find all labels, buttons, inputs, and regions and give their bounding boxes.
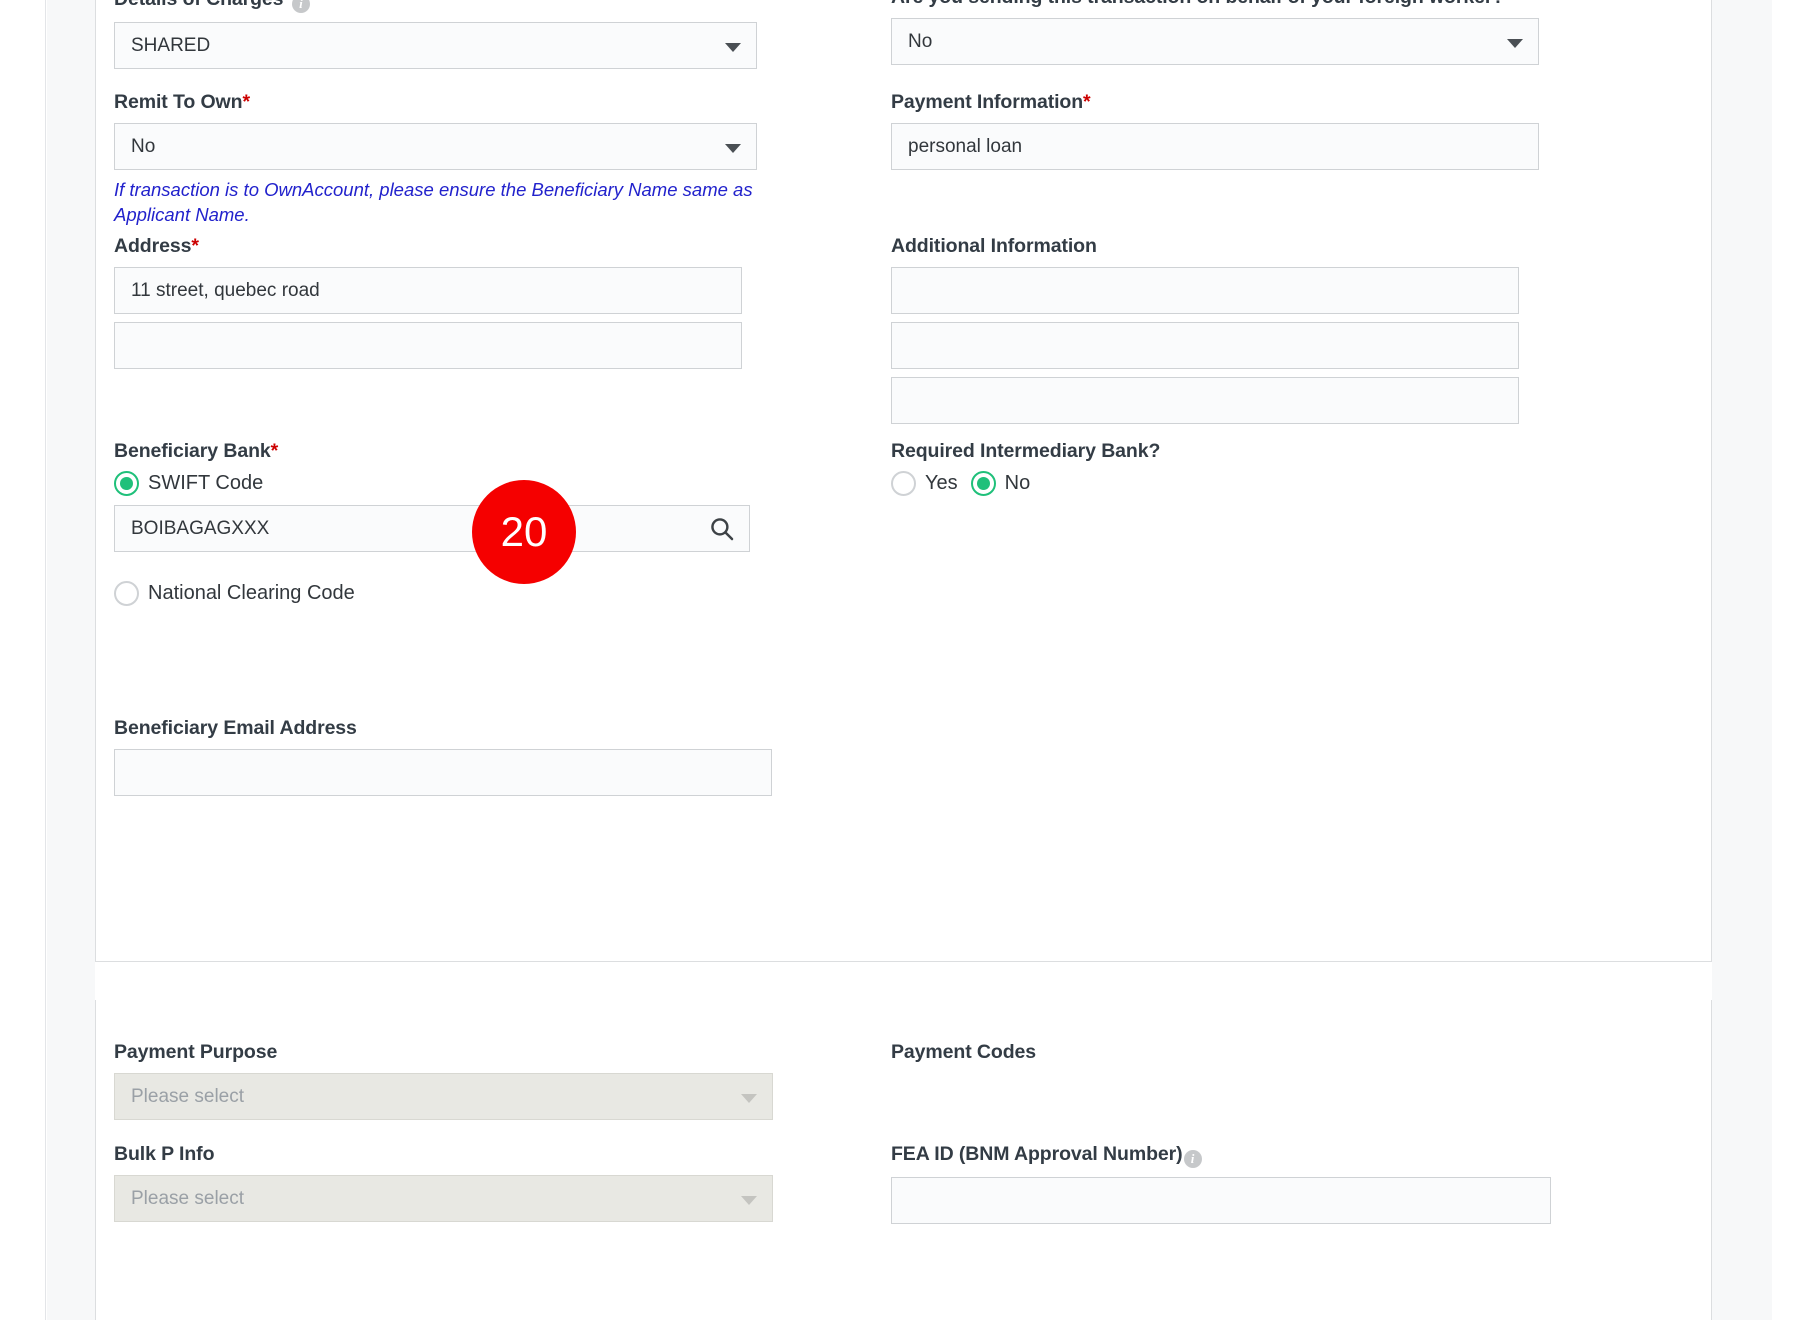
details-of-charges-label-text: Details of Charges <box>114 0 284 10</box>
fea-id-label: FEA ID (BNM Approval Number) i <box>891 1142 1681 1168</box>
radio-swift-code-indicator[interactable] <box>114 471 139 496</box>
additional-information-line-2-input[interactable] <box>891 322 1519 369</box>
additional-information-line-3-input[interactable] <box>891 377 1519 424</box>
required-asterisk: * <box>270 440 279 462</box>
field-payment-purpose: Payment Purpose <box>114 1040 894 1120</box>
info-icon[interactable]: i <box>291 0 310 13</box>
radio-swift-code[interactable]: SWIFT Code <box>114 471 894 496</box>
payment-information-label-text: Payment Information <box>891 91 1084 113</box>
swift-code-input[interactable] <box>114 505 750 552</box>
payment-codes-label: Payment Codes <box>891 1041 1036 1063</box>
beneficiary-email-input[interactable] <box>114 749 772 796</box>
details-of-charges-select-wrap[interactable] <box>114 22 757 69</box>
payment-information-input[interactable] <box>891 123 1539 170</box>
field-intermediary-bank: Required Intermediary Bank? Yes No <box>891 439 1681 496</box>
field-payment-information: Payment Information* <box>891 90 1681 170</box>
required-asterisk: * <box>1083 91 1091 113</box>
bulk-p-info-select-wrap[interactable] <box>114 1175 773 1222</box>
payment-purpose-label: Payment Purpose <box>114 1041 278 1063</box>
radio-swift-code-label: SWIFT Code <box>148 472 264 494</box>
annotation-badge-20: 20 <box>472 480 576 584</box>
field-address: Address* <box>114 234 894 369</box>
address-line-1-input[interactable] <box>114 267 742 314</box>
details-of-charges-select[interactable] <box>114 22 757 69</box>
address-label: Address* <box>114 234 894 258</box>
beneficiary-email-label: Beneficiary Email Address <box>114 717 357 739</box>
radio-intermediary-yes-label: Yes <box>925 472 958 494</box>
radio-intermediary-yes-indicator[interactable] <box>891 471 916 496</box>
page-right-edge <box>1772 0 1800 1320</box>
field-payment-codes: Payment Codes <box>891 1040 1681 1064</box>
field-remit-to-own: Remit To Own* If transaction is to OwnAc… <box>114 90 894 227</box>
additional-information-line-1-input[interactable] <box>891 267 1519 314</box>
remit-to-own-label: Remit To Own* <box>114 90 894 114</box>
beneficiary-bank-label-text: Beneficiary Bank <box>114 440 271 462</box>
payment-purpose-select[interactable] <box>114 1073 773 1120</box>
beneficiary-bank-label: Beneficiary Bank* <box>114 439 894 463</box>
details-of-charges-label: Details of Charges*i <box>114 0 894 13</box>
radio-intermediary-no-indicator[interactable] <box>970 471 996 496</box>
required-asterisk: * <box>283 0 291 10</box>
radio-intermediary-no-label: No <box>1004 472 1031 494</box>
remit-to-own-select-wrap[interactable] <box>114 123 757 170</box>
required-asterisk: * <box>1504 0 1512 8</box>
payment-information-label: Payment Information* <box>891 90 1681 114</box>
cash-balance-payment-card: Payment Purpose Payment Codes Bulk P Inf… <box>95 1000 1712 1320</box>
page-left-gutter-fill <box>47 0 95 1320</box>
radio-national-clearing-code[interactable]: National Clearing Code <box>114 581 894 606</box>
info-icon[interactable]: i <box>1183 1150 1202 1168</box>
field-beneficiary-email: Beneficiary Email Address <box>114 716 894 796</box>
required-asterisk: * <box>242 91 250 113</box>
beneficiary-information-card: Details of Charges*i Are you sending thi… <box>95 0 1712 962</box>
swift-code-search-wrap[interactable] <box>114 505 750 552</box>
fea-id-label-text: FEA ID (BNM Approval Number) <box>891 1143 1183 1165</box>
foreign-worker-select-wrap[interactable] <box>891 18 1539 65</box>
foreign-worker-label: Are you sending this transaction on beha… <box>891 0 1681 9</box>
radio-national-clearing-code-indicator[interactable] <box>114 581 139 606</box>
radio-national-clearing-code-label: National Clearing Code <box>148 582 355 604</box>
remit-to-own-select[interactable] <box>114 123 757 170</box>
address-line-2-input[interactable] <box>114 322 742 369</box>
field-details-of-charges: Details of Charges*i <box>114 0 894 69</box>
bulk-p-info-select[interactable] <box>114 1175 773 1222</box>
foreign-worker-label-text: Are you sending this transaction on beha… <box>891 0 1504 8</box>
page-left-gutter <box>0 0 46 1320</box>
field-bulk-p-info: Bulk P Info <box>114 1142 894 1222</box>
address-label-text: Address <box>114 235 192 257</box>
remit-to-own-hint: If transaction is to OwnAccount, please … <box>114 179 753 225</box>
fea-id-input[interactable] <box>891 1177 1551 1224</box>
field-foreign-worker: Are you sending this transaction on beha… <box>891 0 1681 65</box>
intermediary-bank-label: Required Intermediary Bank? <box>891 440 1161 462</box>
field-beneficiary-bank: Beneficiary Bank* SWIFT Code National Cl… <box>114 439 894 606</box>
bulk-p-info-label: Bulk P Info <box>114 1143 215 1165</box>
remit-to-own-label-text: Remit To Own <box>114 91 243 113</box>
additional-information-label: Additional Information <box>891 235 1097 257</box>
page-right-gutter-fill <box>1712 0 1772 1320</box>
required-asterisk: * <box>191 235 199 257</box>
foreign-worker-select[interactable] <box>891 18 1539 65</box>
payment-purpose-select-wrap[interactable] <box>114 1073 773 1120</box>
intermediary-bank-radio-group: Yes No <box>891 471 1681 496</box>
field-additional-information: Additional Information <box>891 234 1681 424</box>
field-fea-id: FEA ID (BNM Approval Number) i <box>891 1142 1681 1224</box>
